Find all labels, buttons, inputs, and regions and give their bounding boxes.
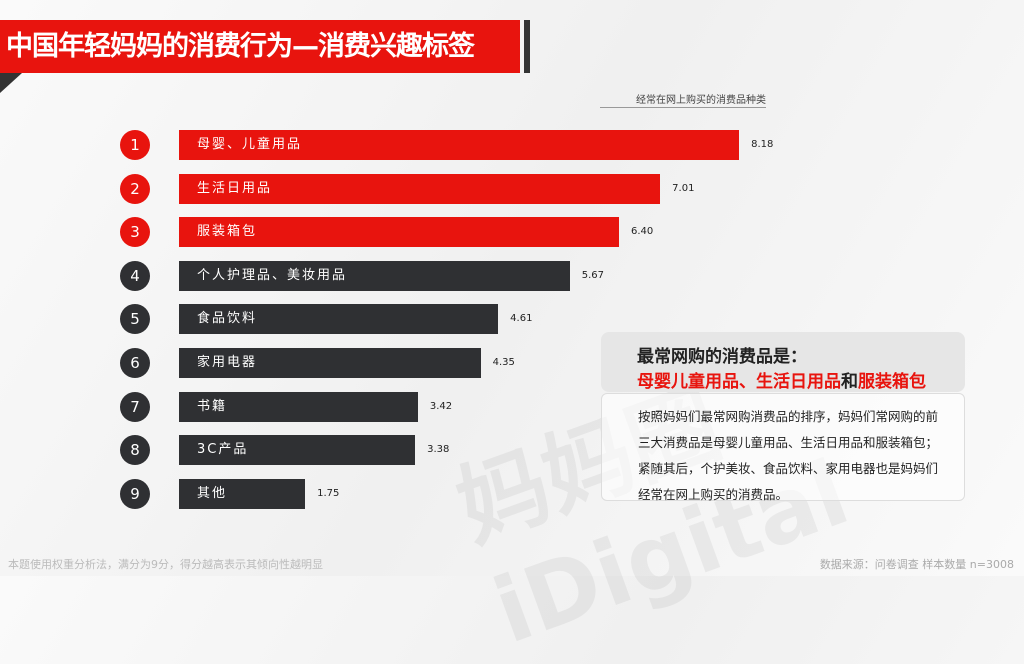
value-label: 3.42 [429,400,453,412]
value-label: 6.40 [631,226,654,238]
value-label: 8.18 [751,139,774,150]
chart-title: 经常在网上购买的消费品种类 [600,91,766,108]
data-source: 数据来源：问卷调查 样本数量 n=3008 [819,558,1014,571]
callout-heading: 最常网购的消费品是： [637,347,807,367]
value-label: 3.38 [427,444,450,456]
callout-and: 和 [841,372,858,392]
rank-badge: 4 [120,260,150,291]
bar: 家用电器 [179,348,481,378]
callout-items: 母婴儿童用品、生活日用品和服装箱包 [637,367,965,392]
title-accent [524,20,530,73]
page-title: 中国年轻妈妈的消费行为—消费兴趣标签 [0,20,520,73]
rank-badge: 1 [120,130,150,160]
bar: 书籍 [179,391,418,422]
value-label: 7.01 [672,182,695,194]
title-fold-decoration [0,73,22,93]
bar: 3C产品 [179,435,416,466]
bar: 生活日用品 [179,173,661,204]
description-text: 按照妈妈们最常网购消费品的排序，妈妈们常网购的前三大消费品是母婴儿童用品、生活日… [601,393,965,502]
rank-badge: 6 [120,348,150,378]
bar: 母婴、儿童用品 [179,130,740,160]
bar: 其他 [179,478,306,509]
bar: 食品饮料 [179,304,499,335]
rank-badge: 5 [120,304,150,335]
callout-items-b: 服装箱包 [858,372,926,392]
rank-badge: 8 [120,435,150,466]
value-label: 4.61 [510,313,533,325]
rank-badge: 9 [120,478,150,509]
callout-box: 最常网购的消费品是： 母婴儿童用品、生活日用品和服装箱包 [601,332,965,392]
callout-items-a: 母婴儿童用品、生活日用品 [637,372,841,392]
bar: 服装箱包 [179,217,619,248]
footnote: 本题使用权重分析法，满分为9分，得分越高表示其倾向性越明显 [8,558,323,571]
value-label: 1.75 [317,487,340,499]
rank-badge: 7 [120,391,150,422]
rank-badge: 2 [120,173,150,204]
rank-badge: 3 [120,217,150,248]
bar: 个人护理品、美妆用品 [179,260,570,291]
value-label: 5.67 [581,269,604,281]
value-label: 4.35 [492,357,515,368]
